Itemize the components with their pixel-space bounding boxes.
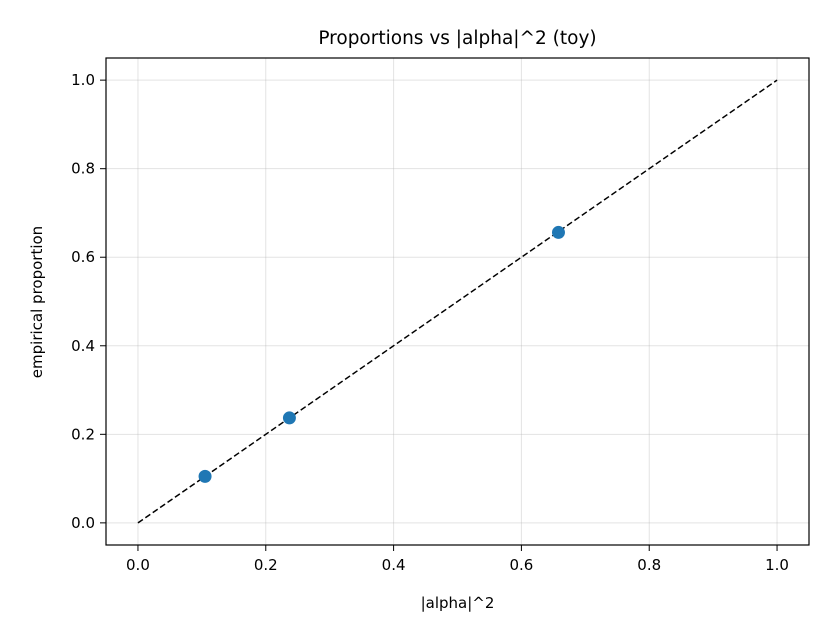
- y-tick-label: 0.8: [71, 160, 95, 178]
- x-axis: 0.0 0.2 0.4 0.6 0.8 1.0: [126, 545, 789, 574]
- x-tick-label: 0.8: [637, 556, 661, 574]
- x-axis-label: |alpha|^2: [421, 594, 495, 612]
- x-tick-label: 0.6: [509, 556, 533, 574]
- y-tick-label: 0.6: [71, 248, 95, 266]
- reference-line: [137, 79, 778, 524]
- data-point: [551, 225, 565, 239]
- data-point: [282, 411, 296, 425]
- y-axis-label: empirical proportion: [28, 226, 46, 378]
- chart-title: Proportions vs |alpha|^2 (toy): [318, 28, 596, 49]
- x-tick-label: 1.0: [765, 556, 789, 574]
- plot-series: [137, 79, 778, 524]
- x-tick-label: 0.4: [382, 556, 406, 574]
- y-tick-label: 1.0: [71, 71, 95, 89]
- y-tick-label: 0.2: [71, 425, 95, 443]
- y-tick-label: 0.0: [71, 514, 95, 532]
- x-tick-label: 0.0: [126, 556, 150, 574]
- plot-frame: [105, 57, 810, 546]
- grid-lines: [106, 58, 809, 545]
- y-tick-label: 0.4: [71, 337, 95, 355]
- data-point: [198, 469, 212, 483]
- x-tick-label: 0.2: [254, 556, 278, 574]
- y-axis: 0.0 0.2 0.4 0.6 0.8 1.0: [71, 71, 106, 532]
